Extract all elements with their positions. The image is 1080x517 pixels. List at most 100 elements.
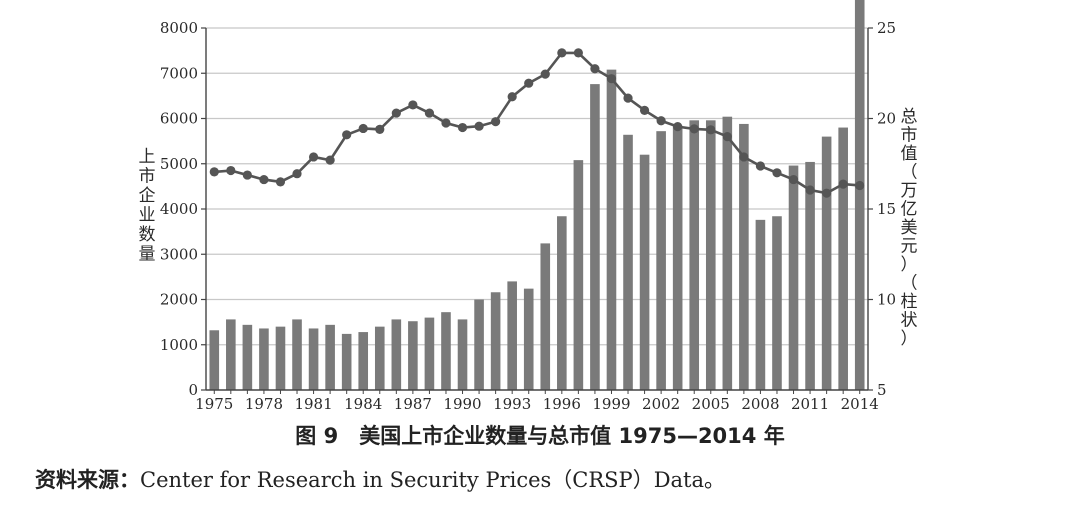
bar <box>474 299 484 390</box>
bar <box>623 134 633 390</box>
line-point <box>441 118 451 128</box>
bar <box>374 326 385 390</box>
bar <box>689 120 700 390</box>
bar <box>259 328 269 390</box>
left-tick-label: 7000 <box>160 64 198 82</box>
line-point <box>639 105 650 115</box>
bar <box>275 326 286 390</box>
line-point <box>209 167 219 177</box>
bar <box>705 120 716 390</box>
x-tick-label: 1981 <box>294 395 332 413</box>
axes <box>201 27 873 394</box>
line-point <box>474 121 484 131</box>
bar <box>639 154 650 390</box>
bar <box>457 319 468 390</box>
line-point <box>722 132 732 142</box>
bar <box>755 219 766 390</box>
line-point <box>491 117 501 127</box>
source-text: Center for Research in Security Prices（C… <box>140 468 726 492</box>
bar <box>788 165 799 390</box>
bar <box>573 160 584 390</box>
bar <box>424 317 435 390</box>
bar <box>772 216 782 390</box>
line-point <box>822 188 832 198</box>
line-point <box>573 48 583 58</box>
x-tick-label: 1975 <box>195 395 233 413</box>
bar <box>854 0 865 390</box>
bar <box>441 312 451 390</box>
line-point <box>855 180 865 191</box>
bar <box>490 292 501 390</box>
bar <box>606 69 617 390</box>
x-tick-label: 2014 <box>841 395 879 413</box>
bar <box>838 127 848 391</box>
figure-caption: 图 9 美国上市企业数量与总市值 1975—2014 年 <box>295 424 785 448</box>
source-note: 资料来源：Center for Research in Security Pri… <box>35 464 725 494</box>
left-tick-label: 1000 <box>160 336 198 354</box>
left-tick-label: 3000 <box>160 245 198 263</box>
left-tick-label: 0 <box>188 381 198 399</box>
x-tick-label: 2008 <box>741 395 779 413</box>
x-tick-label: 1999 <box>592 395 630 413</box>
left-axis-title: 上市企业数量 <box>139 147 156 265</box>
line-point <box>292 169 302 179</box>
line-point <box>706 125 716 135</box>
bar <box>656 131 666 391</box>
line-point <box>524 78 534 88</box>
line-point <box>673 122 683 132</box>
left-tick-label: 5000 <box>160 155 198 173</box>
x-tick-label: 1978 <box>245 395 283 413</box>
line-point <box>408 100 418 110</box>
bar <box>507 281 517 390</box>
right-tick-label: 25 <box>877 19 896 37</box>
bar <box>590 84 600 391</box>
x-tick-label: 2005 <box>692 395 730 413</box>
bar-series <box>209 0 865 391</box>
x-tick-label: 2011 <box>791 395 829 413</box>
line-series <box>209 48 865 198</box>
line-point <box>342 130 352 140</box>
line-point <box>308 152 319 162</box>
gridlines <box>206 27 868 346</box>
bar <box>540 243 551 390</box>
x-tick-label: 1984 <box>344 395 382 413</box>
line-point <box>606 74 617 84</box>
bar <box>358 332 369 390</box>
line-point <box>557 48 567 58</box>
bar <box>308 328 319 390</box>
line-point <box>788 174 799 185</box>
line-point <box>457 122 468 133</box>
bar <box>821 136 832 390</box>
bar <box>242 324 253 390</box>
bar <box>805 161 815 390</box>
x-tick-label: 1996 <box>543 395 581 413</box>
line-point <box>689 124 699 134</box>
line-point <box>242 170 252 180</box>
line-point <box>424 108 435 118</box>
right-tick-label: 5 <box>877 381 887 399</box>
line-point <box>838 179 848 189</box>
bar <box>292 319 302 390</box>
bar <box>209 330 220 390</box>
left-tick-label: 2000 <box>160 291 198 309</box>
line-point <box>540 69 550 79</box>
right-tick-label: 20 <box>877 110 896 128</box>
line-point <box>375 124 385 134</box>
line-point <box>590 64 600 74</box>
bar <box>523 288 534 390</box>
left-tick-label: 8000 <box>160 19 198 37</box>
line-point <box>805 185 815 195</box>
line-point <box>623 93 633 103</box>
series-line <box>214 51 860 195</box>
x-tick-label: 1987 <box>394 395 432 413</box>
left-tick-label: 4000 <box>160 200 198 218</box>
right-tick-label: 15 <box>877 200 896 218</box>
line-point <box>391 108 401 118</box>
left-tick-label: 6000 <box>160 110 198 128</box>
line-point <box>358 123 368 134</box>
bar <box>325 324 335 390</box>
line-point <box>226 165 236 176</box>
line-point <box>507 92 517 102</box>
axis-titles: 上市企业数量 总市值（万亿美元）（柱状） <box>139 107 918 349</box>
line-point <box>275 177 286 187</box>
